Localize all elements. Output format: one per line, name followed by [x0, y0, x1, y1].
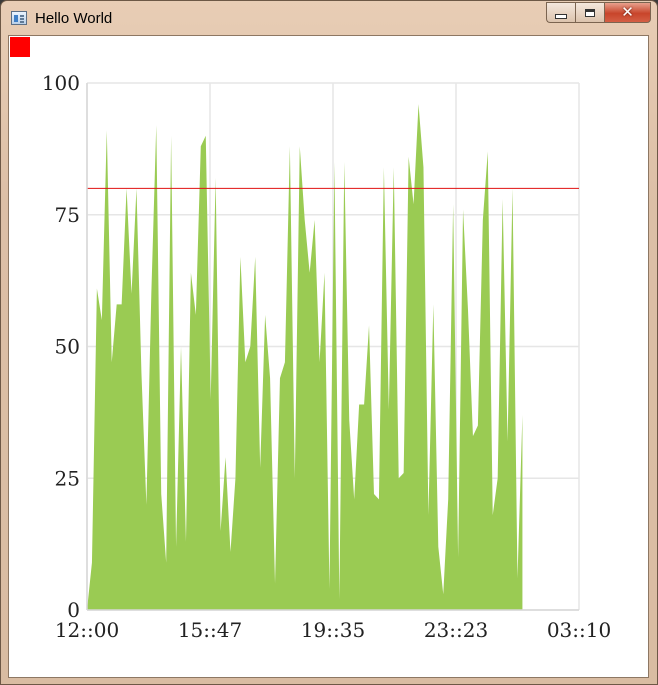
y-tick-label: 100 [42, 71, 80, 95]
y-tick-label: 50 [55, 335, 80, 359]
title-bar[interactable]: Hello World ✕ [1, 1, 657, 35]
x-tick-label: 23::23 [424, 618, 488, 642]
x-tick-label: 15::47 [178, 618, 242, 642]
minimize-button[interactable] [546, 2, 575, 23]
y-tick-label: 75 [55, 203, 80, 227]
window-title: Hello World [35, 10, 113, 27]
app-window-icon[interactable] [11, 11, 27, 25]
minimize-icon [555, 13, 567, 19]
maximize-button[interactable] [575, 2, 604, 23]
maximize-icon [585, 8, 595, 17]
close-icon: ✕ [621, 3, 634, 21]
x-tick-label: 19::35 [301, 618, 365, 642]
close-button[interactable]: ✕ [604, 2, 651, 23]
x-tick-label: 03::10 [547, 618, 611, 642]
caption-buttons: ✕ [546, 2, 651, 23]
chart-axes [86, 83, 579, 611]
series-area [87, 104, 523, 610]
x-tick-label: 12::00 [55, 618, 119, 642]
y-tick-label: 25 [55, 466, 80, 490]
status-indicator [10, 37, 30, 57]
y-tick-label: 0 [67, 598, 80, 622]
chart-area-layer [87, 104, 523, 610]
